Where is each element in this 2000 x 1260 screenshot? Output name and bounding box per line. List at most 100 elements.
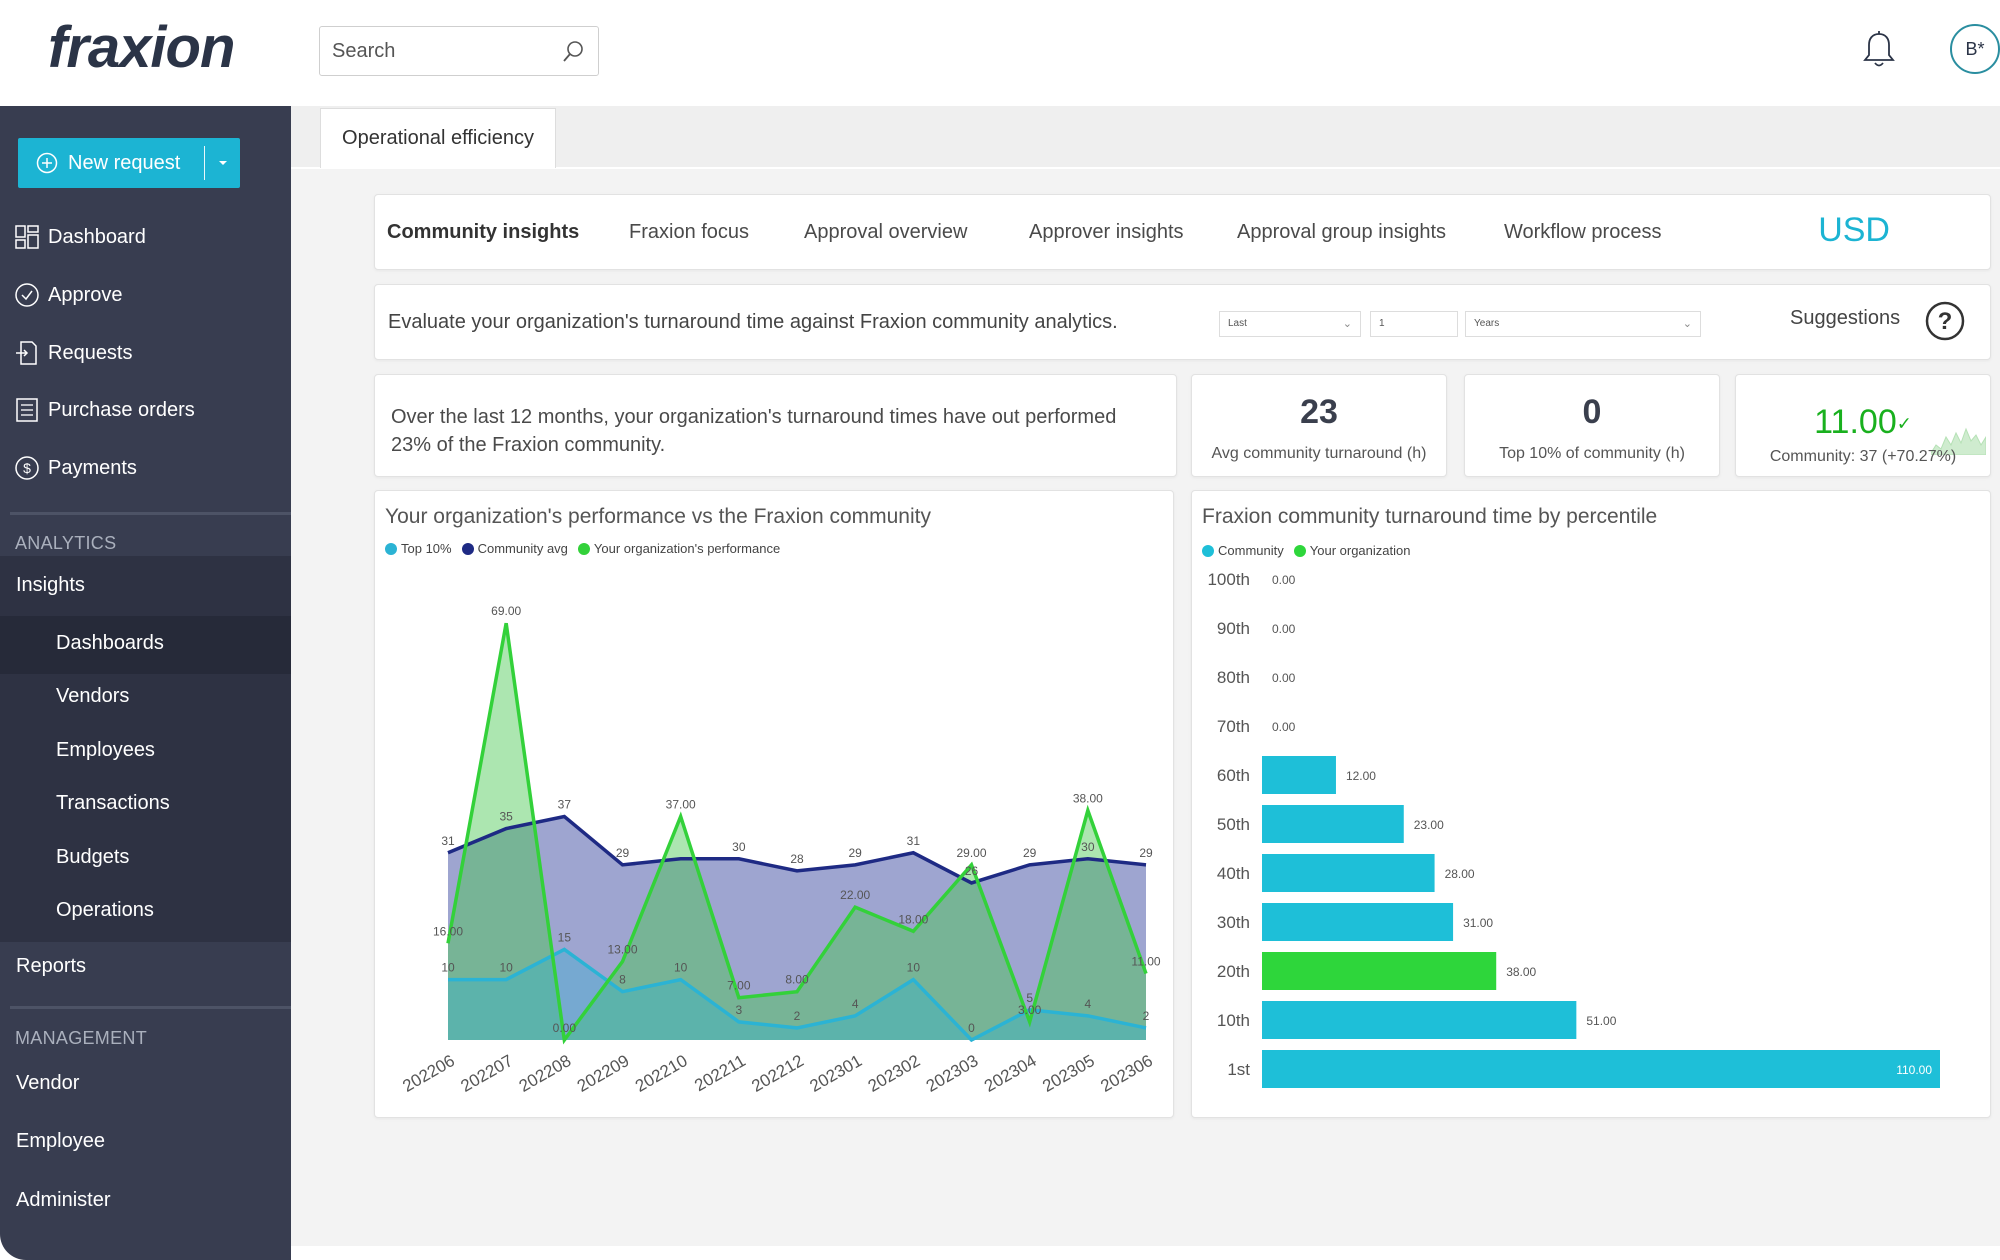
avatar[interactable]: B* xyxy=(1950,24,2000,74)
x-tick-label: 202305 xyxy=(1039,1051,1098,1096)
data-label: 29 xyxy=(616,846,630,860)
x-tick-label: 202208 xyxy=(516,1051,575,1096)
sidebar-divider xyxy=(10,1006,291,1009)
nav-vendor[interactable]: Vendor xyxy=(16,1072,80,1094)
data-label: 29 xyxy=(848,846,862,860)
nav-administer[interactable]: Administer xyxy=(16,1189,111,1211)
y-tick-label: 1st xyxy=(1227,1060,1250,1079)
legend-your-organization[interactable]: Your organization xyxy=(1293,543,1411,558)
data-label: 0 xyxy=(968,1021,975,1035)
tab-workflow-process[interactable]: Workflow process xyxy=(1504,221,1662,243)
legend-top10[interactable]: Top 10% xyxy=(385,541,452,556)
data-label: 29.00 xyxy=(956,846,986,860)
data-label: 16.00 xyxy=(433,924,463,938)
data-label: 8.00 xyxy=(785,973,809,987)
kpi-value-text: 11.00 xyxy=(1814,403,1897,441)
check-circle-icon xyxy=(15,283,39,307)
bar-value-label: 51.00 xyxy=(1586,1014,1616,1028)
nav-insights[interactable]: Insights xyxy=(16,574,85,596)
data-label: 31 xyxy=(907,834,921,848)
search-icon[interactable] xyxy=(560,39,586,65)
tab-strip-line xyxy=(291,167,2000,169)
series-line-your-organization-s-performance xyxy=(446,622,1148,1045)
period-unit-value: Years xyxy=(1474,318,1500,329)
nav-label: Approve xyxy=(48,283,123,306)
area-top-10- xyxy=(448,949,1146,1040)
kpi-your-org: 11.00✓ Community: 37 (+70.27%) xyxy=(1735,374,1991,477)
legend-your-org[interactable]: Your organization's performance xyxy=(577,541,780,556)
nav-payments[interactable]: $ Payments xyxy=(0,443,291,493)
filter-bar: Evaluate your organization's turnaround … xyxy=(374,284,1991,360)
x-tick-label: 202206 xyxy=(399,1051,458,1096)
data-label: 7.00 xyxy=(727,979,751,993)
legend-label: Community xyxy=(1218,543,1284,558)
legend-community[interactable]: Community xyxy=(1202,543,1284,558)
period-unit-select[interactable]: Years ⌄ xyxy=(1465,311,1701,337)
y-tick-label: 40th xyxy=(1217,864,1250,883)
period-type-select[interactable]: Last ⌄ xyxy=(1219,311,1361,337)
bar-20th xyxy=(1262,952,1497,990)
nav-label: Requests xyxy=(48,341,133,364)
bell-icon[interactable] xyxy=(1862,30,1896,70)
period-value-input[interactable]: 1 xyxy=(1370,311,1458,337)
area-your-organization-s-performance xyxy=(448,623,1146,1040)
new-request-button[interactable]: New request xyxy=(18,138,240,188)
button-divider xyxy=(204,146,205,180)
y-tick-label: 10th xyxy=(1217,1011,1250,1030)
bar-50th xyxy=(1262,805,1404,843)
nav-reports[interactable]: Reports xyxy=(16,955,87,977)
nav-sub-transactions[interactable]: Transactions xyxy=(56,792,170,814)
area-community-avg xyxy=(448,816,1146,1040)
percentile-chart: 100th 0.00 90th 0.00 80th 0.00 70th 0.00 60th 12.… xyxy=(1207,570,1940,1088)
tab-operational-efficiency[interactable]: Operational efficiency xyxy=(320,108,556,168)
nav-dashboards-active[interactable] xyxy=(0,616,291,674)
fraxion-logo[interactable]: fraxion xyxy=(48,15,235,80)
tab-fraxion-focus[interactable]: Fraxion focus xyxy=(629,221,750,243)
search-input[interactable] xyxy=(332,27,552,75)
plus-circle-icon xyxy=(36,152,58,174)
data-label: 22.00 xyxy=(840,888,870,902)
nav-sub-operations[interactable]: Operations xyxy=(56,899,154,921)
legend-community-avg[interactable]: Community avg xyxy=(461,541,568,556)
series-line-top-10- xyxy=(448,947,1147,1043)
top-bar: fraxion B* xyxy=(0,0,2000,106)
tab-community-insights[interactable]: Community insights xyxy=(387,221,580,243)
data-label: 8 xyxy=(619,973,626,987)
nav-dashboard[interactable]: Dashboard xyxy=(0,212,291,262)
bar-value-label: 38.00 xyxy=(1506,965,1536,979)
chart-legend: Community Your organization xyxy=(1202,543,1416,558)
nav-employee[interactable]: Employee xyxy=(16,1130,105,1152)
y-tick-label: 80th xyxy=(1217,668,1250,687)
bar-value-label: 23.00 xyxy=(1414,818,1444,832)
legend-label: Your organization xyxy=(1309,543,1411,558)
nav-sub-dashboards[interactable]: Dashboards xyxy=(56,632,164,654)
kpi-avg-turnaround: 23 Avg community turnaround (h) xyxy=(1191,374,1447,477)
bar-30th xyxy=(1262,903,1454,941)
nav-sub-budgets[interactable]: Budgets xyxy=(56,846,130,868)
x-tick-label: 202210 xyxy=(632,1051,691,1096)
suggestions-link[interactable]: Suggestions xyxy=(1790,307,1901,329)
help-icon[interactable]: ? xyxy=(1923,299,1967,343)
data-label: 30 xyxy=(1081,840,1095,854)
nav-approve[interactable]: Approve xyxy=(0,270,291,320)
data-label: 37.00 xyxy=(666,798,696,812)
nav-sub-employees[interactable]: Employees xyxy=(56,739,155,761)
currency-label[interactable]: USD xyxy=(1818,211,1890,249)
nav-requests[interactable]: Requests xyxy=(0,328,291,378)
new-request-main[interactable]: New request xyxy=(18,138,204,188)
sidebar-divider xyxy=(10,512,291,515)
data-label: 29 xyxy=(1139,846,1153,860)
bar-value-label: 0.00 xyxy=(1272,622,1296,636)
sidebar: New request Dashboard Approve Requests xyxy=(0,106,291,1260)
nav-sub-vendors[interactable]: Vendors xyxy=(56,685,130,707)
data-label: 29 xyxy=(1023,846,1037,860)
tab-approver-insights[interactable]: Approver insights xyxy=(1029,221,1184,243)
tab-approval-group-insights[interactable]: Approval group insights xyxy=(1237,221,1447,243)
x-tick-label: 202212 xyxy=(748,1051,807,1096)
data-label: 31 xyxy=(441,834,455,848)
new-request-dropdown[interactable] xyxy=(205,138,240,188)
nav-purchase-orders[interactable]: Purchase orders xyxy=(0,385,291,435)
search-box[interactable] xyxy=(319,26,599,76)
tab-approval-overview[interactable]: Approval overview xyxy=(804,221,968,243)
management-section-label: MANAGEMENT xyxy=(15,1028,148,1048)
